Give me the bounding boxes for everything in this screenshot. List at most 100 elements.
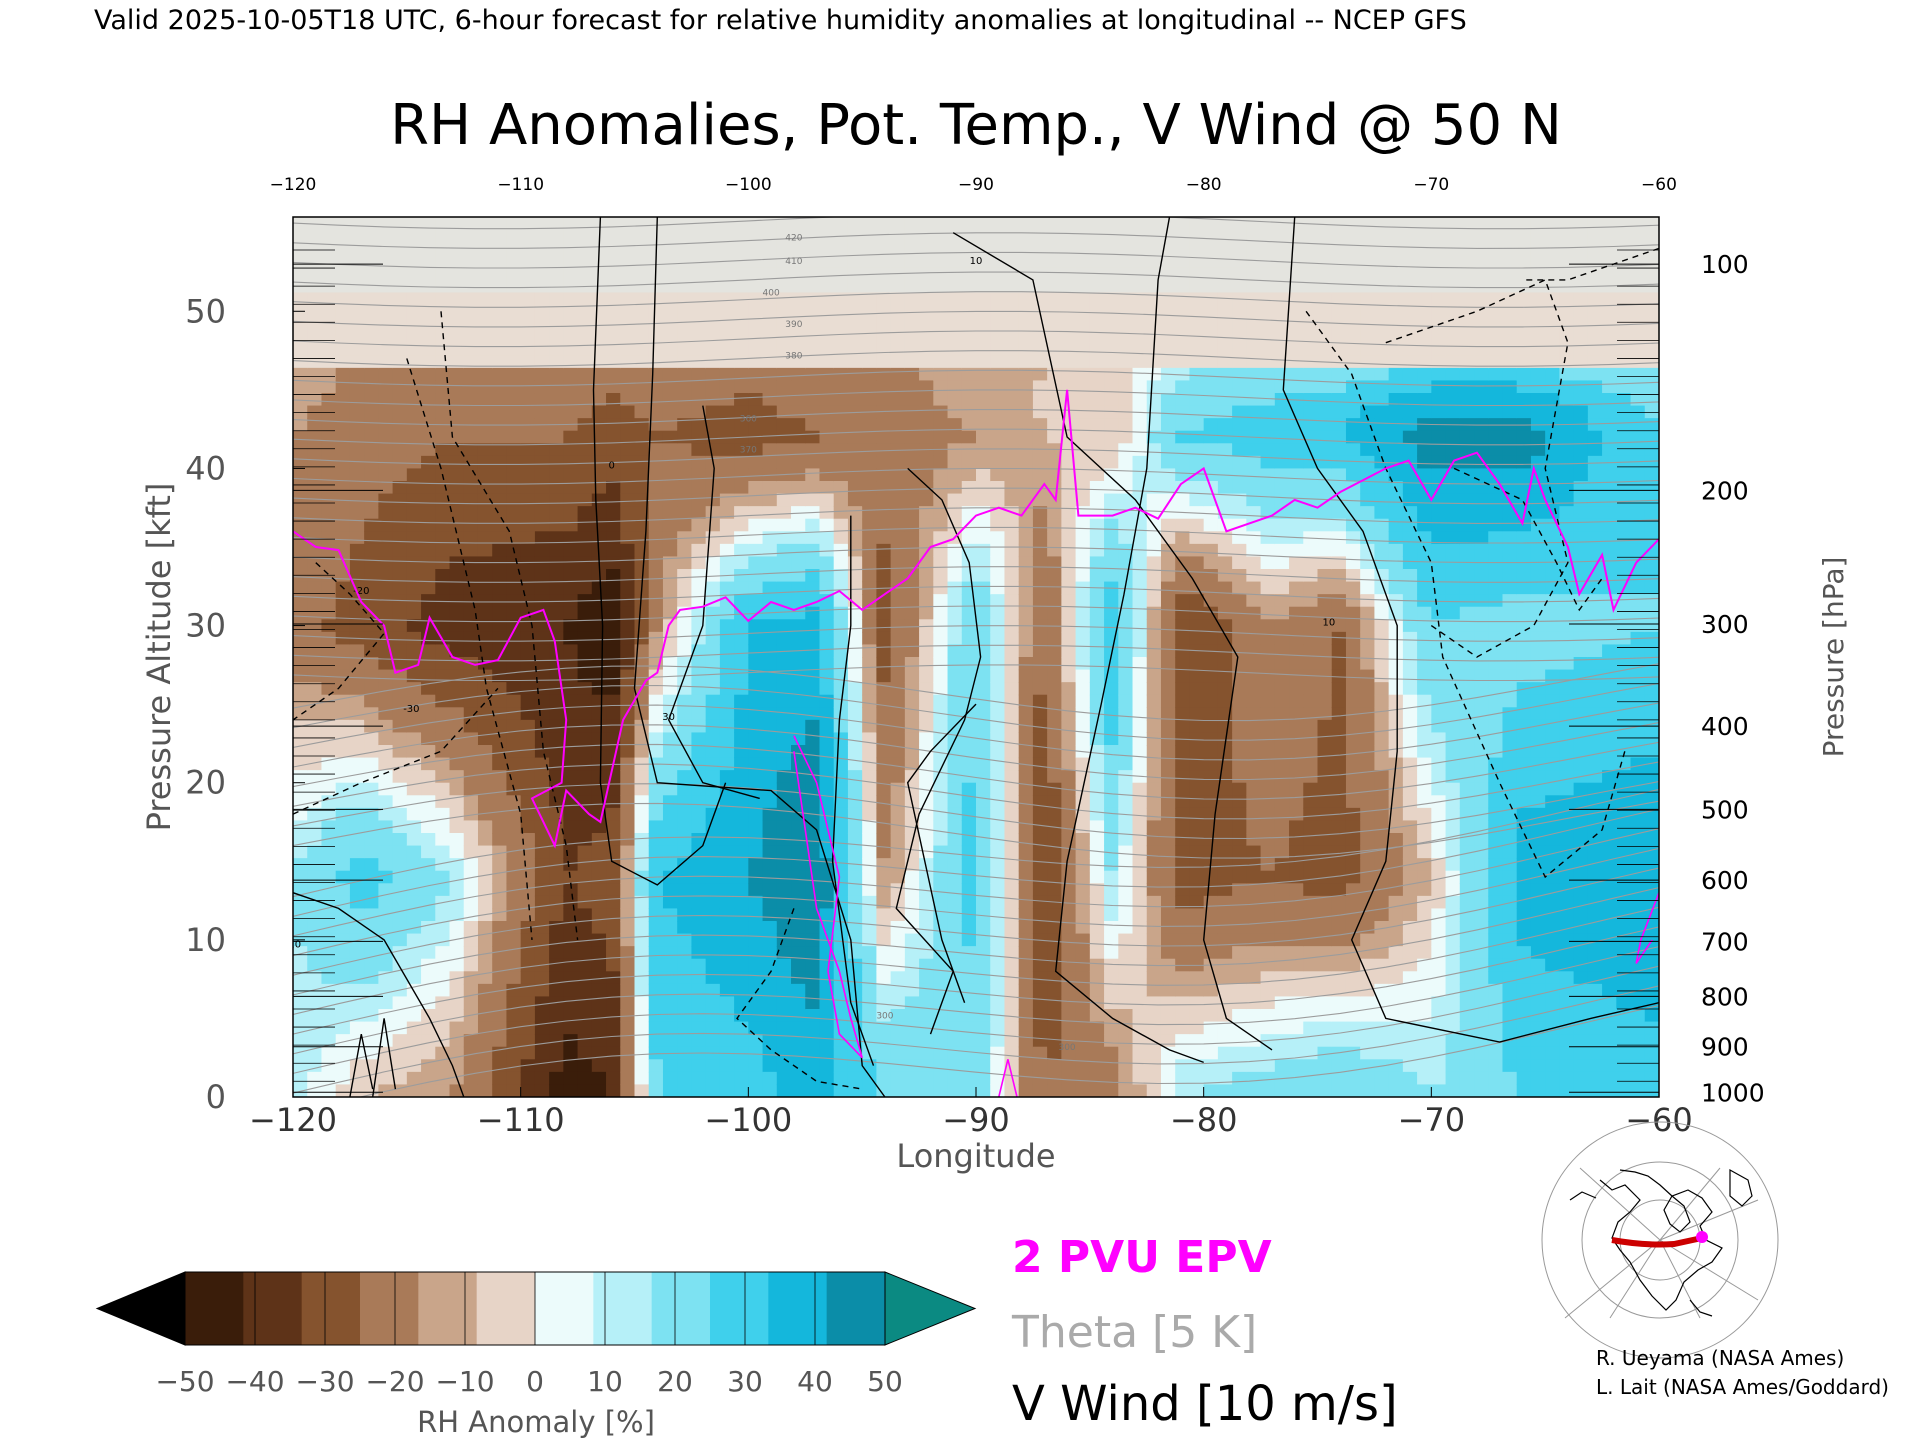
inset-map [1541, 1121, 1779, 1359]
legend-theta: Theta [5 K] [1011, 1307, 1257, 1358]
y-axis-left: 0 10 20 30 40 50 [185, 292, 305, 1116]
credit-line-2: L. Lait (NASA Ames/Goddard) [1596, 1375, 1889, 1399]
pressure-tick-label: 700 [1701, 927, 1749, 956]
x-top-tick-label: −70 [1413, 175, 1449, 195]
x-axis-top: −120 −110 −100 −90 −80 −70 −60 [270, 175, 1677, 195]
wind-label: -20 [353, 586, 369, 597]
pressure-tick-label: 500 [1701, 795, 1749, 824]
rh-anomaly-field [293, 217, 1659, 1097]
theta-label: 410 [785, 257, 802, 267]
colorbar-bin [593, 1272, 653, 1345]
y-tick-label: 10 [185, 921, 226, 959]
wind-label: 10 [970, 256, 983, 267]
x-tick-label: −100 [704, 1101, 792, 1139]
colorbar-bin [185, 1272, 244, 1345]
legend-epv: 2 PVU EPV [1012, 1232, 1272, 1283]
pressure-tick-label: 900 [1701, 1033, 1749, 1062]
theta-label: 360 [740, 414, 757, 424]
theta-label: 390 [785, 320, 802, 330]
colorbar-tick-label: 20 [657, 1365, 693, 1398]
colorbar-bin [768, 1272, 828, 1345]
y-axis-label-left: Pressure Altitude [kft] [140, 483, 178, 832]
colorbar-label: RH Anomaly [%] [417, 1405, 655, 1439]
inset-map-coastlines [1569, 1168, 1753, 1317]
x-tick-label: −120 [249, 1101, 337, 1139]
colorbar-tick-label: 30 [727, 1365, 763, 1398]
x-top-tick-label: −80 [1186, 175, 1222, 195]
inset-map-graticule [1541, 1121, 1779, 1359]
x-top-tick-label: −100 [725, 175, 772, 195]
theta-label: 380 [785, 351, 802, 361]
colorbar-tick-label: −50 [155, 1365, 214, 1398]
inset-map-location-marker [1696, 1231, 1708, 1243]
colorbar-tick-label: 40 [797, 1365, 833, 1398]
x-top-tick-label: −90 [958, 175, 994, 195]
pressure-tick-label: 800 [1701, 982, 1749, 1011]
x-top-tick-label: −120 [270, 175, 317, 195]
pressure-tick-label: 400 [1701, 712, 1749, 741]
valid-time-header: Valid 2025-10-05T18 UTC, 6-hour forecast… [94, 5, 1467, 36]
pressure-tick-label: 300 [1701, 610, 1749, 639]
pressure-tick-label: 200 [1701, 476, 1749, 505]
x-tick-label: −80 [1170, 1101, 1238, 1139]
colorbar-bin [301, 1272, 361, 1345]
x-axis-label: Longitude [896, 1137, 1055, 1175]
colorbar-bin [243, 1272, 303, 1345]
y-tick-label: 0 [206, 1078, 226, 1116]
x-top-tick-label: −110 [497, 175, 544, 195]
v-wind-contours: 0 10 -10 -30 30 -20 10 [285, 217, 1659, 1097]
pressure-tick-lines [293, 249, 1659, 1093]
colorbar: −50 −40 −30 −20 −10 0 10 20 30 40 50 [95, 1271, 977, 1398]
colorbar-tick-label: 10 [587, 1365, 623, 1398]
colorbar-bin [360, 1272, 419, 1345]
y-tick-label: 20 [185, 764, 226, 802]
colorbar-tick-label: 50 [867, 1365, 903, 1398]
colorbar-bin [651, 1272, 711, 1345]
wind-label: -10 [285, 940, 301, 951]
plot-area: 300 300 360 370 380 390 400 410 420 0 10 -10 -30 30 -… [285, 216, 1660, 1098]
wind-label: 0 [609, 460, 615, 471]
colorbar-over [884, 1271, 977, 1346]
x-axis-bottom: −120 −110 −100 −90 −80 −70 −60 [249, 1087, 1693, 1139]
colorbar-tick-label: −20 [365, 1365, 424, 1398]
y-tick-label: 40 [185, 449, 226, 487]
colorbar-tick-label: −10 [435, 1365, 494, 1398]
theta-label: 400 [763, 289, 780, 299]
colorbar-bin [710, 1272, 769, 1345]
colorbar-under [95, 1271, 186, 1346]
theta-label: 370 [740, 446, 757, 456]
legend: 2 PVU EPV Theta [5 K] V Wind [10 m/s] [1011, 1232, 1398, 1432]
theta-label: 300 [1058, 1043, 1075, 1053]
pressure-tick-label: 1000 [1701, 1078, 1765, 1107]
colorbar-tick-label: −40 [225, 1365, 284, 1398]
x-tick-label: −70 [1398, 1101, 1466, 1139]
pressure-tick-label: 600 [1701, 866, 1749, 895]
y-tick-label: 50 [185, 292, 226, 330]
wind-label: -30 [403, 704, 419, 715]
y-axis-right: 100 200 300 400 500 600 700 800 900 1000 [1701, 250, 1765, 1107]
legend-vwind: V Wind [10 m/s] [1012, 1376, 1398, 1432]
colorbar-tick-label: −30 [295, 1365, 354, 1398]
theta-label: 420 [785, 234, 802, 244]
y-tick-label: 30 [185, 607, 226, 645]
chart-title: RH Anomalies, Pot. Temp., V Wind @ 50 N [390, 93, 1562, 158]
x-top-tick-label: −60 [1641, 175, 1677, 195]
credit-line-1: R. Ueyama (NASA Ames) [1596, 1346, 1844, 1370]
y-axis-label-right: Pressure [hPa] [1817, 557, 1850, 758]
x-tick-label: −110 [477, 1101, 565, 1139]
wind-label: 10 [1323, 618, 1336, 629]
x-tick-label: −90 [942, 1101, 1010, 1139]
colorbar-bin [535, 1272, 594, 1345]
epv-2pvu-line [293, 389, 1659, 1097]
colorbar-bin [826, 1272, 886, 1345]
colorbar-bin [418, 1272, 478, 1345]
colorbar-bin [476, 1272, 536, 1345]
theta-label: 300 [876, 1011, 893, 1021]
inset-map-section-line [1611, 1235, 1703, 1248]
x-tick-label: −60 [1625, 1101, 1693, 1139]
pressure-tick-label: 100 [1701, 250, 1749, 279]
colorbar-tick-label: 0 [526, 1365, 544, 1398]
wind-label: 30 [662, 712, 675, 723]
